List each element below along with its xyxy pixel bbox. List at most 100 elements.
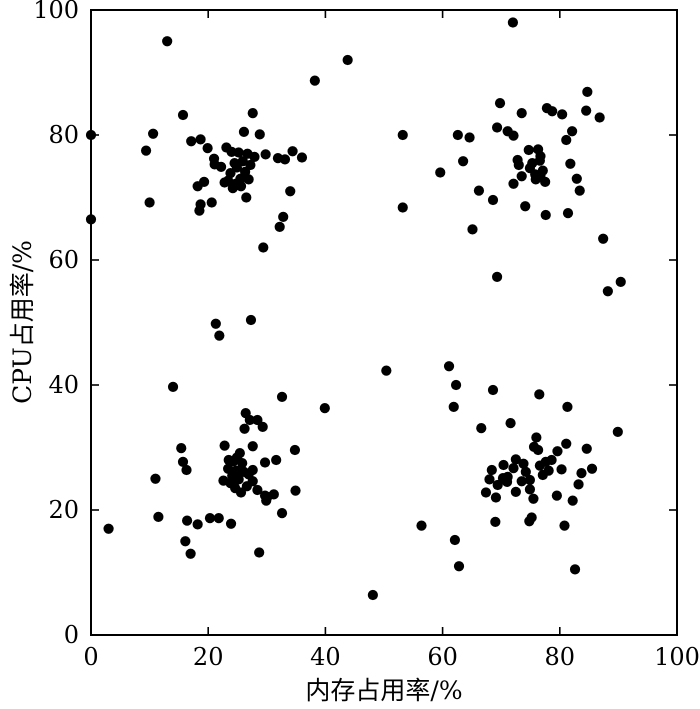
data-point — [144, 197, 155, 208]
data-point — [567, 495, 578, 506]
data-point — [177, 456, 189, 467]
data-point — [565, 158, 576, 169]
x-tick-label: 40 — [310, 643, 341, 671]
data-point — [491, 271, 503, 282]
data-point — [239, 423, 250, 434]
data-point — [520, 201, 531, 212]
data-point — [615, 276, 626, 287]
data-point — [524, 163, 536, 174]
data-point — [153, 511, 164, 522]
data-point — [214, 330, 225, 341]
data-point — [557, 109, 568, 120]
data-point — [492, 479, 503, 491]
data-point — [586, 463, 598, 474]
data-point — [202, 143, 213, 154]
data-point — [435, 167, 446, 178]
data-point — [247, 108, 258, 119]
data-point — [467, 224, 478, 235]
data-point — [491, 122, 503, 133]
data-point — [571, 173, 582, 184]
data-point — [103, 523, 114, 534]
data-point — [233, 147, 244, 158]
data-point — [259, 457, 271, 468]
data-point — [274, 221, 285, 232]
data-point — [271, 454, 282, 466]
data-point — [547, 106, 558, 117]
ticks-layer: 0 20 40 60 80 100 0 20 40 60 80 100 — [33, 0, 700, 671]
data-point — [319, 403, 330, 414]
data-point — [561, 438, 572, 449]
data-point — [497, 473, 509, 484]
data-point — [206, 197, 217, 208]
data-point — [225, 518, 237, 529]
data-point — [602, 286, 613, 297]
data-point — [487, 194, 499, 206]
x-tick-label: 20 — [193, 643, 224, 671]
data-point — [464, 132, 475, 143]
data-point — [218, 475, 229, 486]
data-point — [241, 192, 252, 203]
data-point — [562, 401, 573, 412]
data-point — [140, 145, 152, 156]
data-point — [486, 464, 497, 476]
data-point — [233, 474, 244, 485]
data-point — [535, 151, 546, 162]
data-point — [576, 468, 587, 479]
data-point — [192, 519, 203, 530]
data-point — [531, 432, 542, 443]
data-point — [167, 381, 179, 392]
data-point — [535, 170, 546, 181]
data-point — [524, 516, 535, 527]
data-point — [244, 414, 255, 426]
data-point — [534, 389, 545, 400]
data-point — [397, 202, 408, 213]
data-point — [449, 534, 461, 546]
data-point — [508, 463, 519, 474]
data-point — [552, 446, 563, 457]
data-point — [448, 401, 459, 412]
x-tick-label: 60 — [427, 643, 458, 671]
x-tick-label: 80 — [545, 643, 576, 671]
data-point — [582, 86, 593, 97]
data-point — [182, 515, 193, 526]
y-tick-label: 0 — [64, 621, 79, 649]
data-point — [505, 418, 516, 429]
data-point — [573, 479, 584, 490]
data-point — [528, 493, 539, 504]
y-tick-label: 20 — [48, 496, 79, 524]
data-point — [254, 547, 265, 558]
data-point — [524, 484, 536, 495]
data-point — [162, 36, 173, 47]
data-point — [581, 105, 592, 116]
data-point — [490, 492, 502, 503]
data-point — [569, 564, 581, 575]
plot-frame — [90, 9, 678, 636]
y-axis-label: CPU占用率/% — [8, 240, 37, 404]
data-point — [518, 458, 529, 469]
data-point — [458, 156, 469, 167]
data-point — [567, 126, 578, 137]
data-point — [245, 314, 257, 326]
data-point — [581, 443, 592, 454]
data-point — [195, 134, 206, 145]
x-tick-label: 0 — [83, 643, 98, 671]
data-point — [516, 476, 527, 487]
data-point — [243, 174, 254, 185]
data-point — [290, 485, 301, 496]
data-point — [523, 144, 534, 156]
data-point — [598, 233, 609, 244]
y-tick-label: 100 — [33, 0, 79, 24]
y-tick-label: 40 — [48, 371, 79, 399]
data-point — [177, 109, 189, 121]
data-point — [484, 474, 495, 485]
data-point — [397, 129, 408, 141]
data-point — [260, 149, 271, 160]
data-point — [181, 464, 192, 476]
data-point — [516, 171, 527, 182]
data-point — [209, 159, 220, 170]
data-point — [508, 178, 519, 189]
data-point — [195, 199, 206, 210]
data-point — [230, 178, 241, 189]
data-point — [247, 441, 258, 452]
